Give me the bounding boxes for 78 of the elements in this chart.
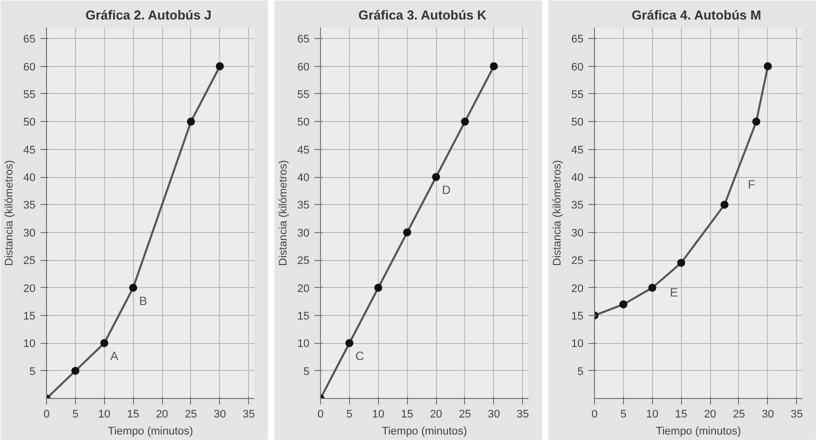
y-tick-label: 60 [23, 61, 36, 74]
x-tick-label: 15 [127, 408, 140, 420]
y-tick-label: 60 [297, 61, 310, 74]
y-tick-label: 20 [23, 282, 36, 295]
annotation: D [442, 183, 452, 198]
x-tick-label: 10 [646, 408, 658, 420]
y-tick-label: 20 [571, 282, 584, 295]
y-tick-label: 40 [297, 172, 310, 184]
annotation: C [355, 349, 364, 364]
y-tick-label: 25 [297, 255, 310, 268]
x-axis-title: Tiempo (minutos) [382, 426, 468, 438]
y-tick-label: 40 [571, 172, 584, 184]
y-tick-label: 55 [571, 88, 584, 101]
annotation: F [748, 177, 756, 192]
x-tick-label: 5 [72, 408, 78, 420]
y-tick-label: 45 [571, 144, 584, 156]
y-tick-label: 15 [23, 310, 36, 322]
y-tick-label: 65 [571, 34, 584, 46]
x-axis-title: Tiempo (minutos) [108, 426, 194, 438]
y-tick-label: 5 [577, 366, 584, 378]
x-tick-label: 0 [317, 408, 324, 420]
chart-title: Gráfica 2. Autobús J [85, 8, 212, 22]
y-tick-label: 10 [571, 338, 584, 350]
annotation: E [670, 285, 678, 300]
x-tick-label: 35 [242, 408, 255, 420]
y-tick-label: 50 [23, 116, 36, 129]
x-tick-label: 5 [620, 408, 626, 420]
x-tick-label: 15 [401, 408, 414, 420]
x-tick-label: 30 [214, 408, 226, 420]
x-tick-label: 0 [591, 408, 598, 420]
y-tick-label: 25 [571, 255, 584, 268]
x-tick-label: 35 [790, 408, 803, 420]
y-tick-label: 35 [297, 200, 310, 212]
x-tick-label: 30 [488, 408, 500, 420]
y-tick-label: 30 [23, 227, 36, 240]
y-tick-label: 45 [297, 144, 310, 156]
x-tick-label: 35 [516, 408, 529, 420]
x-tick-label: 25 [184, 408, 198, 420]
y-axis-title: Distancia (kilómetros) [3, 160, 16, 266]
x-tick-label: 10 [98, 408, 110, 420]
x-tick-label: 25 [458, 408, 472, 420]
chart-title: Gráfica 4. Autobús M [632, 8, 762, 22]
y-tick-label: 5 [29, 366, 36, 378]
x-tick-label: 30 [762, 408, 774, 420]
y-tick-label: 20 [297, 282, 310, 295]
x-tick-label: 0 [43, 408, 50, 420]
y-tick-label: 15 [571, 310, 584, 322]
annotation: A [110, 349, 118, 364]
y-tick-label: 10 [23, 338, 36, 350]
y-tick-label: 25 [23, 255, 36, 268]
y-tick-label: 5 [303, 366, 310, 378]
y-axis-title: Distancia (kilómetros) [551, 160, 564, 266]
x-tick-label: 20 [704, 408, 716, 420]
annotation: B [139, 294, 148, 308]
y-tick-label: 50 [297, 116, 310, 129]
y-tick-label: 10 [297, 338, 310, 350]
y-tick-label: 60 [571, 61, 584, 74]
y-tick-label: 30 [297, 227, 310, 240]
y-tick-label: 40 [23, 172, 36, 184]
y-tick-label: 35 [23, 200, 36, 212]
y-axis-title: Distancia (kilómetros) [277, 160, 290, 266]
y-tick-label: 35 [571, 200, 584, 212]
x-tick-label: 20 [430, 408, 442, 420]
x-tick-label: 25 [732, 408, 746, 420]
y-tick-label: 55 [23, 88, 36, 101]
y-tick-label: 45 [23, 144, 36, 156]
y-tick-label: 65 [297, 34, 310, 46]
y-tick-label: 50 [571, 116, 584, 129]
y-tick-label: 30 [571, 227, 584, 240]
x-tick-label: 15 [675, 408, 688, 420]
x-tick-label: 5 [346, 408, 352, 420]
x-tick-label: 10 [372, 408, 384, 420]
y-tick-label: 65 [23, 34, 36, 46]
y-tick-label: 15 [297, 310, 310, 322]
x-tick-label: 20 [156, 408, 168, 420]
x-axis-title: Tiempo (minutos) [656, 426, 742, 438]
chart-title: Gráfica 3. Autobús K [358, 8, 488, 22]
y-tick-label: 55 [297, 88, 310, 101]
